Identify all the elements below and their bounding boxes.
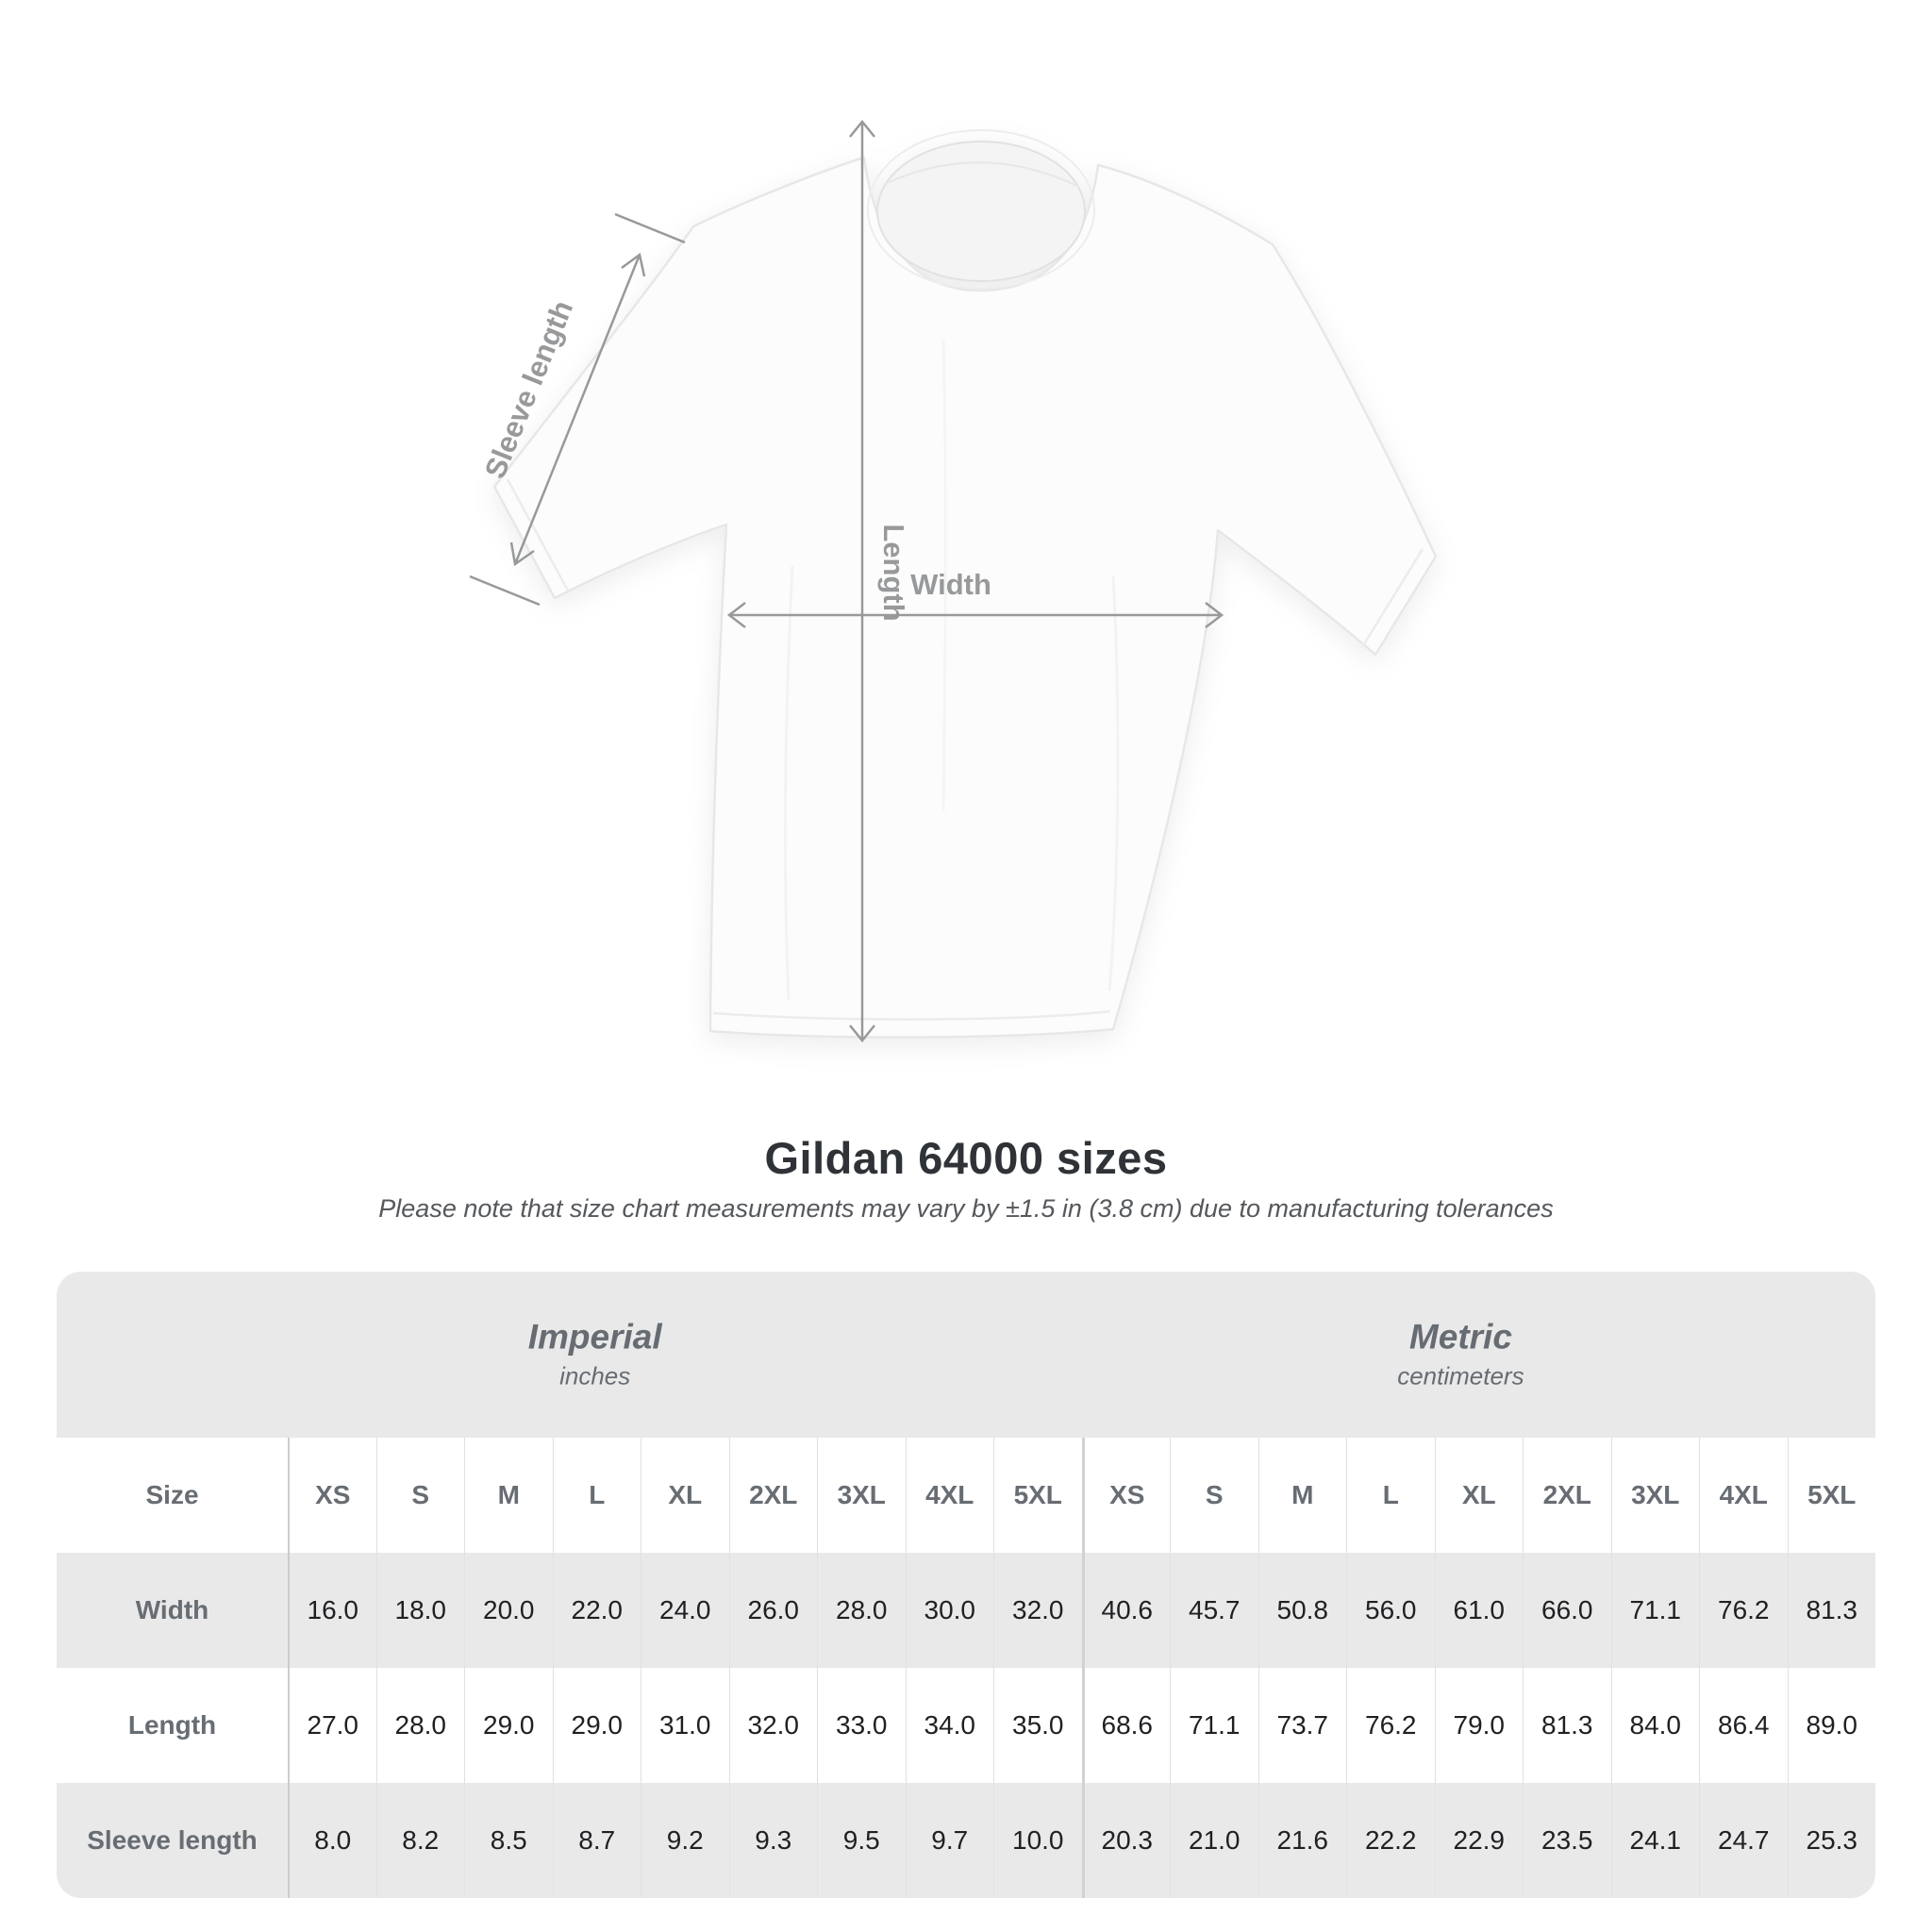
table-cell: 45.7 (1170, 1553, 1258, 1668)
table-cell: 24.0 (641, 1553, 729, 1668)
table-cell: 22.9 (1434, 1783, 1523, 1898)
table-cell: 10.0 (993, 1783, 1082, 1898)
table-cell: 22.2 (1346, 1783, 1435, 1898)
table-cell: 29.0 (552, 1668, 641, 1783)
row-label: Sleeve length (57, 1783, 288, 1898)
table-cell: 61.0 (1434, 1553, 1523, 1668)
table-cell: 31.0 (641, 1668, 729, 1783)
table-cell: 50.8 (1257, 1553, 1346, 1668)
table-cell: 5XL (993, 1438, 1082, 1553)
table-cell: 79.0 (1434, 1668, 1523, 1783)
table-cell: 16.0 (288, 1553, 376, 1668)
length-label: Length (877, 524, 910, 621)
imperial-units: inches (559, 1361, 631, 1391)
imperial-label: Imperial (527, 1317, 662, 1357)
tshirt-illustration: Sleeve length Length Width (469, 120, 1438, 1042)
table-cell: 34.0 (905, 1668, 993, 1783)
table-cell: 28.0 (817, 1553, 906, 1668)
table-cell: 9.2 (641, 1783, 729, 1898)
table-cell: 35.0 (993, 1668, 1082, 1783)
table-cell: L (552, 1438, 641, 1553)
table-cell: 73.7 (1257, 1668, 1346, 1783)
table-cell: 32.0 (993, 1553, 1082, 1668)
imperial-group-header: Imperial inches (528, 1316, 662, 1394)
table-cell: 25.3 (1787, 1783, 1875, 1898)
table-cell: 9.7 (905, 1783, 993, 1898)
metric-label: Metric (1408, 1317, 1512, 1357)
table-cell: 27.0 (288, 1668, 376, 1783)
dimension-lines (469, 120, 1224, 1042)
table-cell: 76.2 (1699, 1553, 1788, 1668)
page-subtitle: Please note that size chart measurements… (378, 1194, 1554, 1223)
table-cell: XL (1434, 1438, 1523, 1553)
table-cell: 2XL (728, 1438, 817, 1553)
row-label: Size (57, 1438, 288, 1553)
row-label: Length (57, 1668, 288, 1783)
table-cell: XS (1081, 1438, 1170, 1553)
size-table: Imperial inches Metric centimeters Size X… (57, 1272, 1875, 1898)
table-cell: 8.7 (552, 1783, 641, 1898)
table-cell: XL (641, 1438, 729, 1553)
table-cell: 30.0 (905, 1553, 993, 1668)
table-cell: 26.0 (728, 1553, 817, 1668)
table-cell: 20.3 (1081, 1783, 1170, 1898)
table-cell: 81.3 (1523, 1668, 1611, 1783)
table-cell: 9.5 (817, 1783, 906, 1898)
table-cell: 33.0 (817, 1668, 906, 1783)
table-cell: 22.0 (552, 1553, 641, 1668)
table-cell: 40.6 (1081, 1553, 1170, 1668)
table-cell: 84.0 (1610, 1668, 1699, 1783)
table-cell: 8.0 (288, 1783, 376, 1898)
metric-units: centimeters (1397, 1361, 1524, 1391)
table-cell: 71.1 (1170, 1668, 1258, 1783)
table-cell: 8.5 (464, 1783, 553, 1898)
table-cell: 18.0 (375, 1553, 464, 1668)
row-label: Width (57, 1553, 288, 1668)
table-cell: 23.5 (1523, 1783, 1611, 1898)
table-cell: 8.2 (375, 1783, 464, 1898)
table-cell: 81.3 (1787, 1553, 1875, 1668)
table-cell: 66.0 (1523, 1553, 1611, 1668)
table-cell: 21.0 (1170, 1783, 1258, 1898)
table-cell: 21.6 (1257, 1783, 1346, 1898)
table-cell: 9.3 (728, 1783, 817, 1898)
unit-group-band: Imperial inches Metric centimeters (57, 1272, 1875, 1438)
metric-group-header: Metric centimeters (1397, 1316, 1524, 1394)
table-cell: 56.0 (1346, 1553, 1435, 1668)
table-cell: 32.0 (728, 1668, 817, 1783)
width-label: Width (910, 568, 991, 601)
table-cell: 24.7 (1699, 1783, 1788, 1898)
table-grid: Size XS S M L XL 2XL 3XL 4XL 5XL XS S M L XL 2XL 3XL 4XL 5… (57, 1438, 1875, 1898)
table-cell: S (375, 1438, 464, 1553)
table-cell: 24.1 (1610, 1783, 1699, 1898)
table-cell: 89.0 (1787, 1668, 1875, 1783)
table-cell: 4XL (905, 1438, 993, 1553)
table-cell: 3XL (1610, 1438, 1699, 1553)
table-cell: 3XL (817, 1438, 906, 1553)
tshirt-shape (492, 129, 1438, 1039)
page-title: Gildan 64000 sizes (764, 1133, 1168, 1183)
table-cell: 20.0 (464, 1553, 553, 1668)
table-cell: 29.0 (464, 1668, 553, 1783)
table-cell: 2XL (1523, 1438, 1611, 1553)
table-cell: 68.6 (1081, 1668, 1170, 1783)
table-cell: M (464, 1438, 553, 1553)
table-cell: 86.4 (1699, 1668, 1788, 1783)
table-cell: S (1170, 1438, 1258, 1553)
table-cell: XS (288, 1438, 376, 1553)
table-cell: L (1346, 1438, 1435, 1553)
table-cell: 5XL (1787, 1438, 1875, 1553)
table-cell: 28.0 (375, 1668, 464, 1783)
table-cell: 4XL (1699, 1438, 1788, 1553)
table-cell: 76.2 (1346, 1668, 1435, 1783)
table-cell: 71.1 (1610, 1553, 1699, 1668)
table-cell: M (1257, 1438, 1346, 1553)
